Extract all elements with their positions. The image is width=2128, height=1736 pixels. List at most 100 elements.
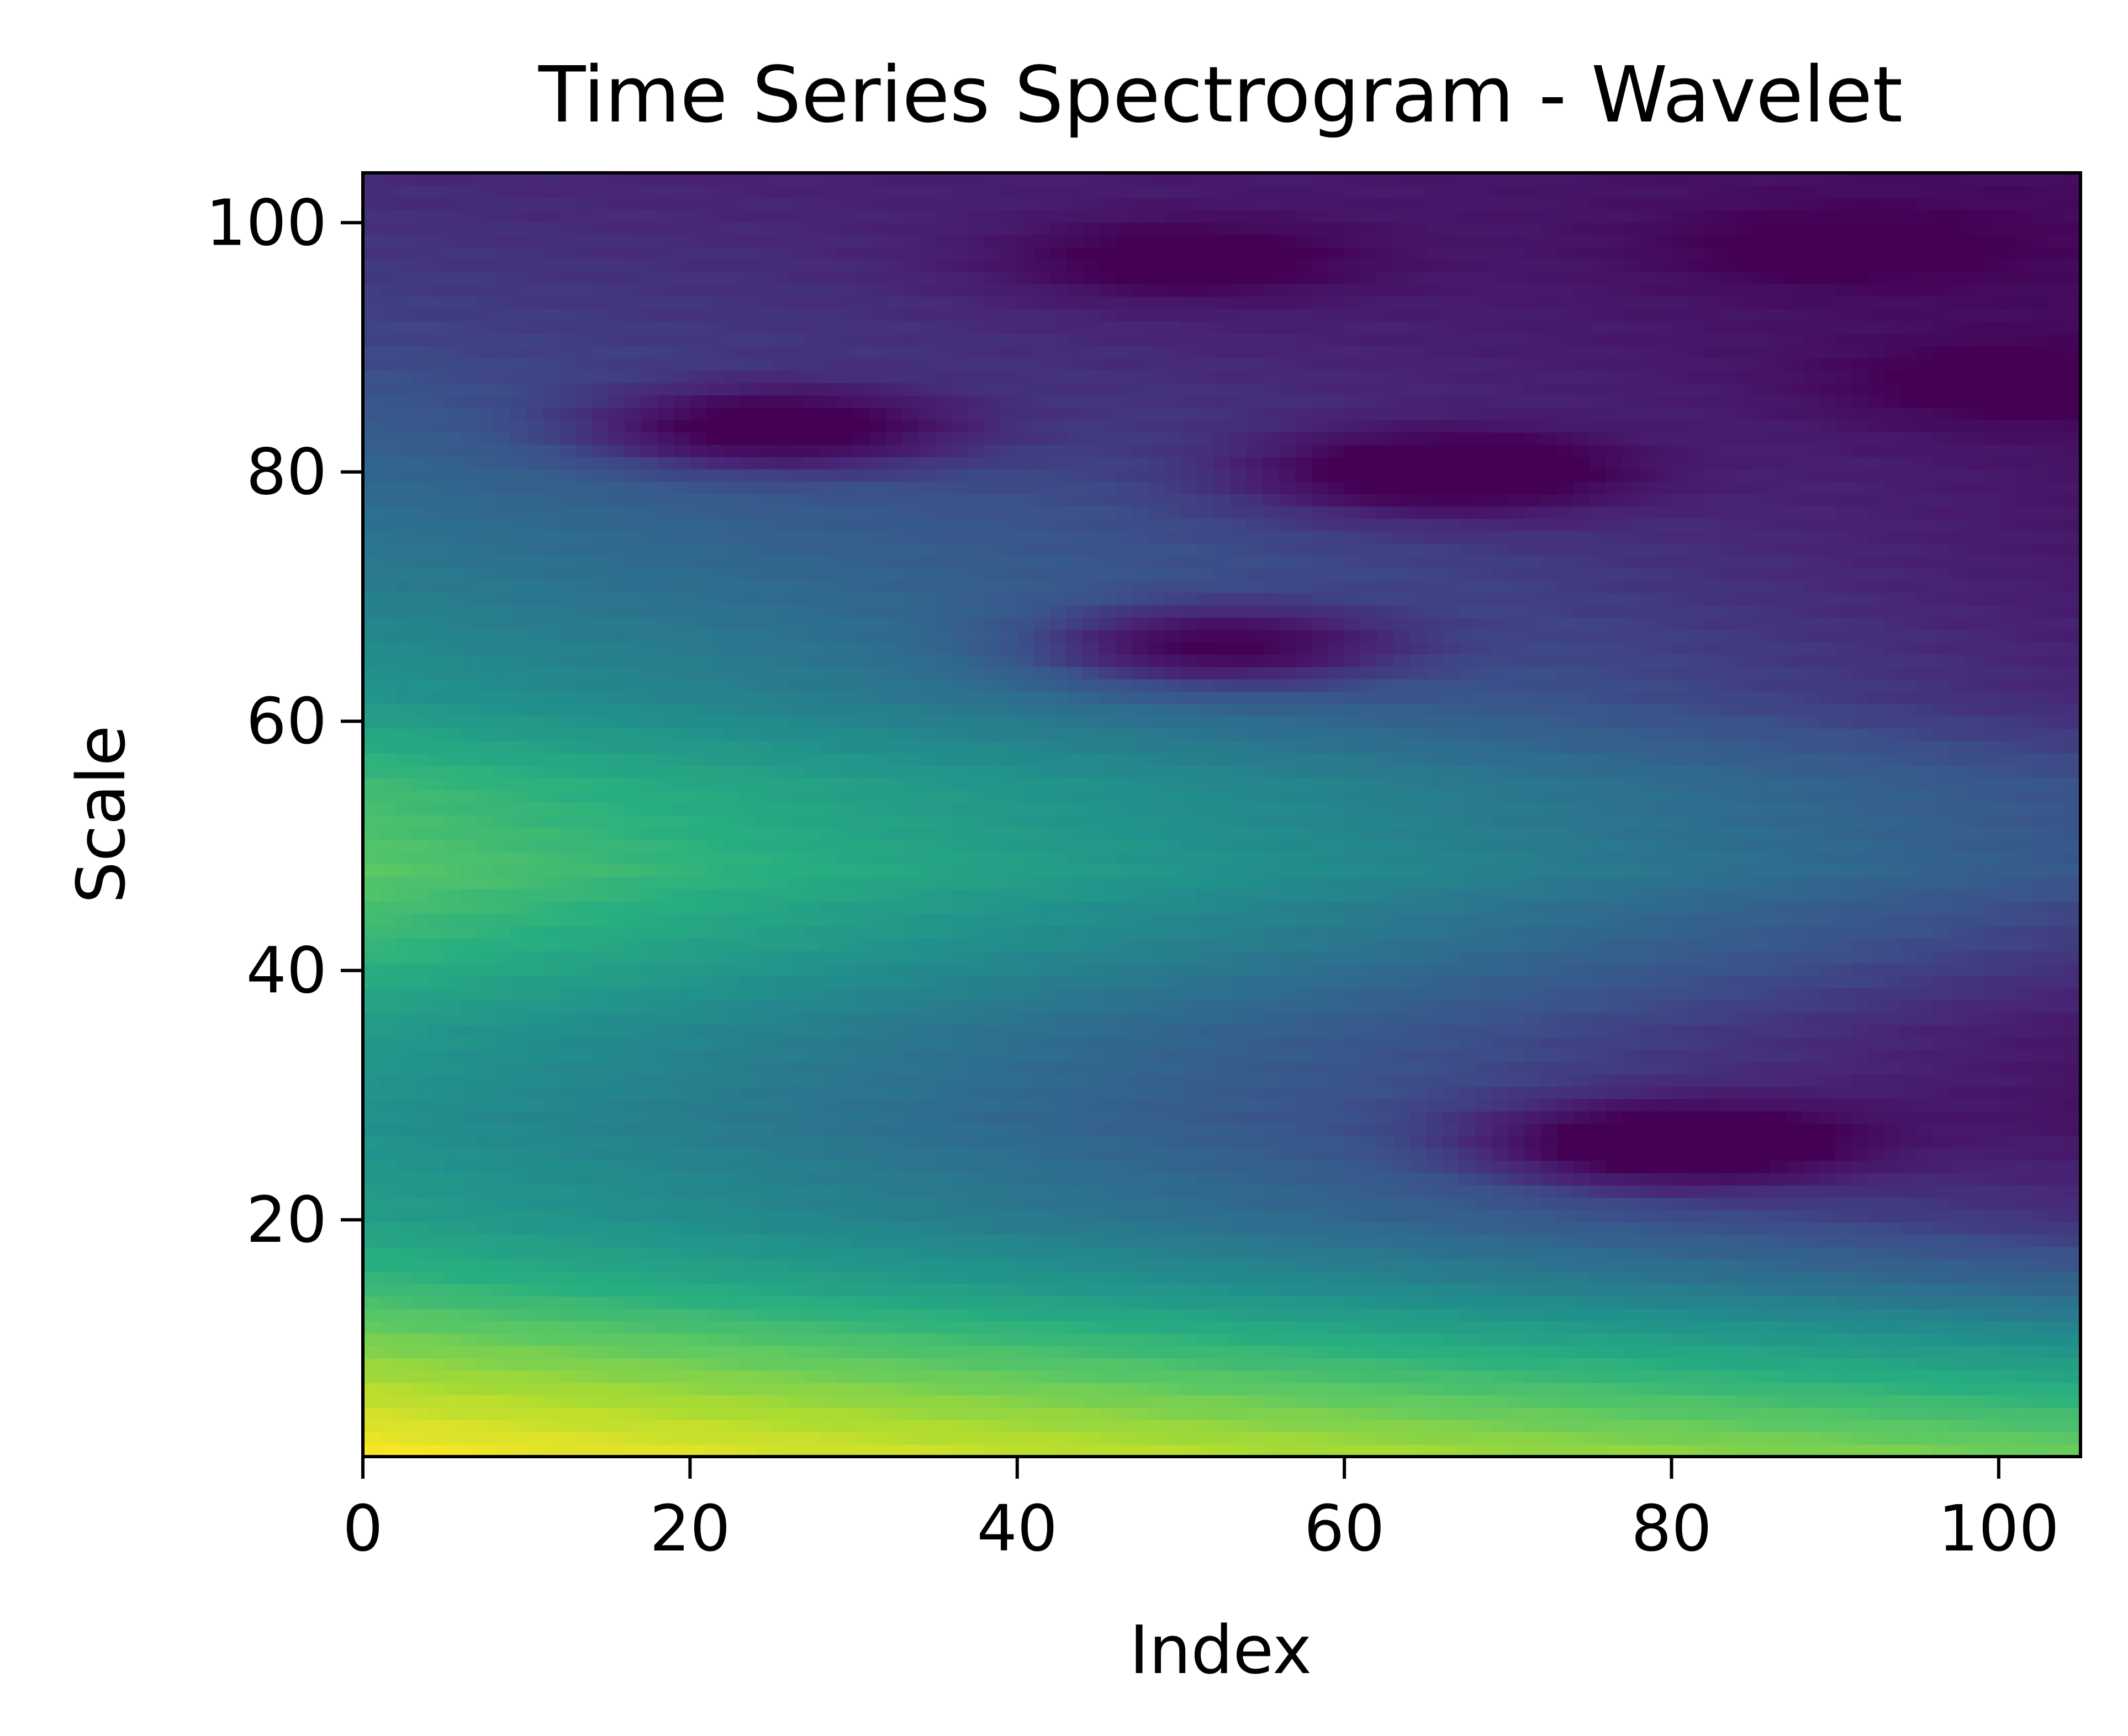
heatmap-cell [1851,1123,1868,1136]
heatmap-cell [1033,1308,1050,1321]
heatmap-cell [1083,1185,1100,1198]
heatmap-cell [1001,1160,1018,1173]
heatmap-cell [1344,1407,1361,1420]
heatmap-cell [870,1308,887,1321]
heatmap-cell [542,1345,560,1358]
heatmap-cell [641,1444,658,1457]
heatmap-cell [1180,1259,1198,1272]
heatmap-cell [1524,876,1541,890]
heatmap-cell [2015,1135,2032,1148]
heatmap-cell [526,1222,543,1235]
heatmap-cell [1770,1407,1787,1420]
heatmap-cell [1884,1358,1901,1371]
heatmap-cell [1786,975,1803,988]
heatmap-cell [1835,1148,1852,1161]
heatmap-cell [1557,962,1574,976]
heatmap-cell [2031,876,2048,890]
heatmap-cell [1229,999,1247,1013]
heatmap-cell [1164,1370,1181,1383]
heatmap-cell [526,1172,543,1185]
heatmap-cell [657,1160,674,1173]
heatmap-cell [722,1135,740,1148]
heatmap-cell [2064,999,2081,1013]
heatmap-cell [1344,1111,1361,1124]
heatmap-cell [1590,1284,1607,1297]
heatmap-cell [1263,1432,1280,1445]
heatmap-cell [575,1395,593,1408]
heatmap-cell [1655,1086,1672,1099]
heatmap-cell [1099,864,1116,877]
heatmap-cell [886,1271,904,1284]
heatmap-cell [690,1308,707,1321]
heatmap-cell [624,864,642,877]
heatmap-cell [853,1296,870,1309]
heatmap-cell [853,1172,870,1185]
heatmap-cell [722,1172,740,1185]
heatmap-cell [902,1061,920,1075]
heatmap-cell [673,1024,691,1038]
heatmap-cell [1033,1172,1050,1185]
heatmap-cell [1360,1407,1378,1420]
heatmap-cell [1263,925,1280,939]
heatmap-cell [624,888,642,902]
heatmap-cell [1263,1197,1280,1210]
heatmap-cell [1508,1098,1525,1112]
heatmap-cell [1033,1444,1050,1457]
heatmap-cell [1835,901,1852,914]
heatmap-cell [1622,1432,1640,1445]
heatmap-cell [1916,1345,1934,1358]
heatmap-cell [984,1197,1001,1210]
heatmap-cell [461,1259,478,1272]
heatmap-cell [706,1086,724,1099]
heatmap-cell [624,1135,642,1148]
heatmap-cell [1132,1333,1149,1346]
heatmap-cell [1050,876,1067,890]
heatmap-cell [1835,1308,1852,1321]
heatmap-cell [1279,1123,1296,1136]
heatmap-cell [1639,999,1656,1013]
heatmap-cell [1491,1296,1509,1309]
heatmap-cell [1263,913,1280,927]
heatmap-cell [1083,938,1100,951]
heatmap-cell [428,1024,445,1038]
heatmap-cell [1900,1111,1918,1124]
heatmap-cell [477,1444,494,1457]
heatmap-cell [428,962,445,976]
heatmap-cell [1524,1432,1541,1445]
heatmap-cell [493,1246,511,1260]
heatmap-cell [1966,1197,1983,1210]
heatmap-cell [1884,1036,1901,1050]
heatmap-cell [1180,925,1198,939]
heatmap-cell [411,864,429,877]
heatmap-cell [821,1012,838,1025]
heatmap-cell [445,1135,462,1148]
heatmap-cell [1998,1073,2016,1087]
heatmap-cell [1017,913,1034,927]
heatmap-cell [1001,1209,1018,1223]
heatmap-cell [984,1209,1001,1223]
heatmap-cell [1033,1259,1050,1272]
heatmap-cell [1540,1395,1557,1408]
heatmap-cell [952,1259,969,1272]
heatmap-cell [1916,1444,1934,1457]
heatmap-cell [624,999,642,1013]
heatmap-cell [1491,1086,1509,1099]
heatmap-cell [363,1024,380,1038]
heatmap-cell [493,1148,511,1161]
heatmap-cell [379,1222,397,1235]
heatmap-cell [411,1444,429,1457]
heatmap-cell [526,1123,543,1136]
heatmap-cell [1655,1333,1672,1346]
heatmap-cell [2031,1432,2048,1445]
heatmap-cell [984,1135,1001,1148]
heatmap-cell [477,1098,494,1112]
heatmap-cell [1148,1197,1165,1210]
heatmap-cell [1933,1086,1950,1099]
heatmap-cell [510,1246,527,1260]
heatmap-cell [1409,962,1427,976]
heatmap-cell [1393,1197,1411,1210]
heatmap-cell [853,1234,870,1247]
heatmap-cell [2015,999,2032,1013]
heatmap-cell [968,1432,985,1445]
heatmap-cell [1263,975,1280,988]
